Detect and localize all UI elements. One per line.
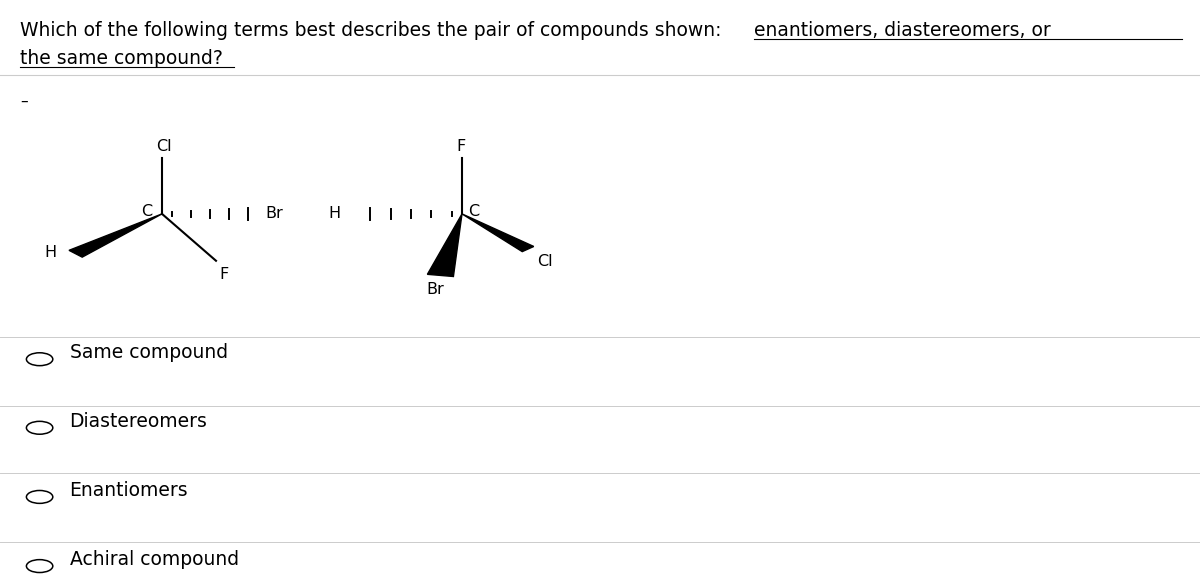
Polygon shape: [427, 214, 462, 277]
Text: Br: Br: [265, 206, 283, 222]
Text: Same compound: Same compound: [70, 343, 228, 362]
Text: Cl: Cl: [538, 254, 553, 269]
Polygon shape: [70, 214, 162, 257]
Text: F: F: [456, 138, 466, 154]
Text: Cl: Cl: [156, 138, 172, 154]
Text: C: C: [468, 204, 479, 219]
Text: C: C: [142, 204, 152, 219]
Text: Achiral compound: Achiral compound: [70, 550, 239, 569]
Text: –: –: [20, 94, 28, 109]
Text: H: H: [329, 206, 341, 222]
Text: Which of the following terms best describes the pair of compounds shown:: Which of the following terms best descri…: [20, 21, 734, 39]
Text: the same compound?: the same compound?: [20, 49, 223, 68]
Text: Diastereomers: Diastereomers: [70, 412, 208, 431]
Text: F: F: [220, 267, 229, 282]
Polygon shape: [462, 214, 534, 251]
Text: H: H: [44, 245, 56, 260]
Text: Enantiomers: Enantiomers: [70, 481, 188, 500]
Text: Br: Br: [426, 282, 444, 298]
Text: enantiomers, diastereomers, or: enantiomers, diastereomers, or: [754, 21, 1050, 39]
